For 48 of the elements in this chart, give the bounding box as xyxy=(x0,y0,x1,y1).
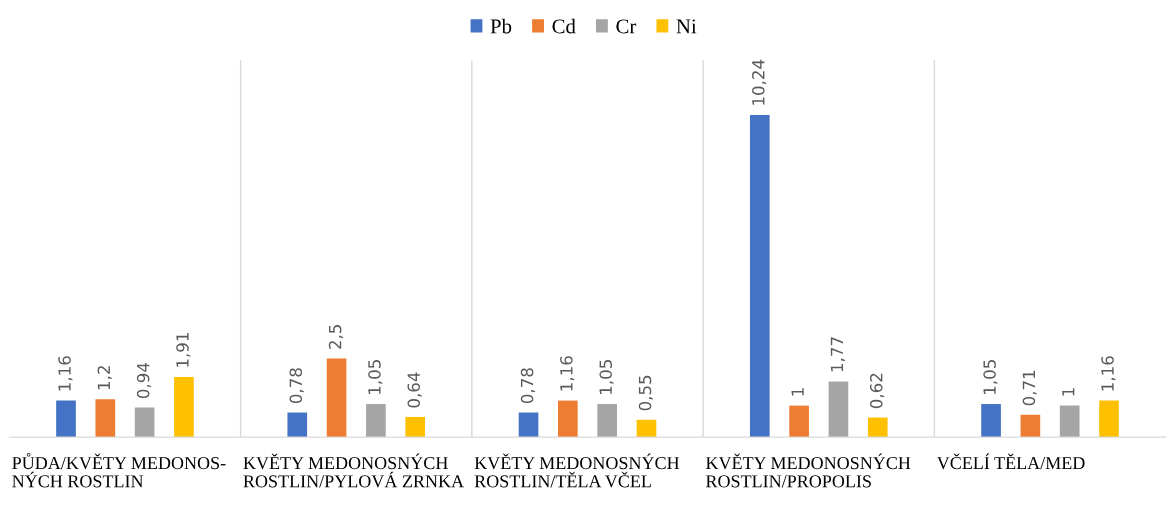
data-label: 10,24 xyxy=(752,59,767,105)
x-tick-label: KVĚTY MEDONOSNÝCH ROSTLIN/TĚLA VČEL xyxy=(474,453,680,488)
data-label: 1,2 xyxy=(97,366,112,390)
x-tick-label: PŮDA/KVĚTY MEDONOS- NÝCH ROSTLIN xyxy=(12,453,226,488)
x-tick-label: KVĚTY MEDONOSNÝCH ROSTLIN/PYLOVÁ ZRNKA xyxy=(243,453,464,488)
bar xyxy=(789,405,809,438)
data-label: 1,05 xyxy=(983,360,998,394)
bar xyxy=(134,407,155,438)
bar xyxy=(1099,400,1119,438)
data-label: 1 xyxy=(791,388,804,396)
data-label: 0,64 xyxy=(407,372,422,408)
data-label: 1,16 xyxy=(58,356,73,391)
bar xyxy=(326,358,347,438)
data-label: 0,94 xyxy=(136,362,152,399)
legend-label: Pb xyxy=(490,18,512,34)
bar xyxy=(981,404,1001,438)
data-label: 1,16 xyxy=(560,356,575,391)
bar xyxy=(366,404,386,438)
bar xyxy=(1020,414,1041,438)
x-tick-label: KVĚTY MEDONOSNÝCH ROSTLIN/PROPOLIS xyxy=(705,453,911,488)
legend-label: Cr xyxy=(616,19,637,34)
data-label: 1 xyxy=(1062,388,1075,396)
bar xyxy=(597,404,617,438)
bar xyxy=(56,400,76,438)
data-label: 1,05 xyxy=(599,360,614,394)
bar xyxy=(95,399,116,438)
data-label: 1,16 xyxy=(1101,356,1116,391)
data-label: 1,91 xyxy=(176,333,191,367)
data-label: 1,05 xyxy=(368,360,383,394)
data-label: 0,78 xyxy=(289,368,304,404)
bar xyxy=(749,114,770,438)
data-label: 0,62 xyxy=(869,373,885,409)
legend-label: Ni xyxy=(676,19,697,34)
bar xyxy=(518,412,539,438)
data-label: 0,71 xyxy=(1022,370,1037,406)
bar xyxy=(1059,405,1080,438)
bar xyxy=(867,417,888,438)
bar xyxy=(558,400,578,438)
data-label: 2,5 xyxy=(328,325,344,349)
bar xyxy=(287,412,308,438)
bar xyxy=(174,376,194,438)
bar xyxy=(405,416,426,438)
data-label: 0,55 xyxy=(638,375,654,411)
data-label: 1,77 xyxy=(830,337,845,372)
x-tick-label: VČELÍ TĚLA/MED xyxy=(936,453,1085,470)
data-label: 0,78 xyxy=(520,368,536,404)
bar xyxy=(828,381,849,438)
legend-label: Cd xyxy=(552,18,576,34)
